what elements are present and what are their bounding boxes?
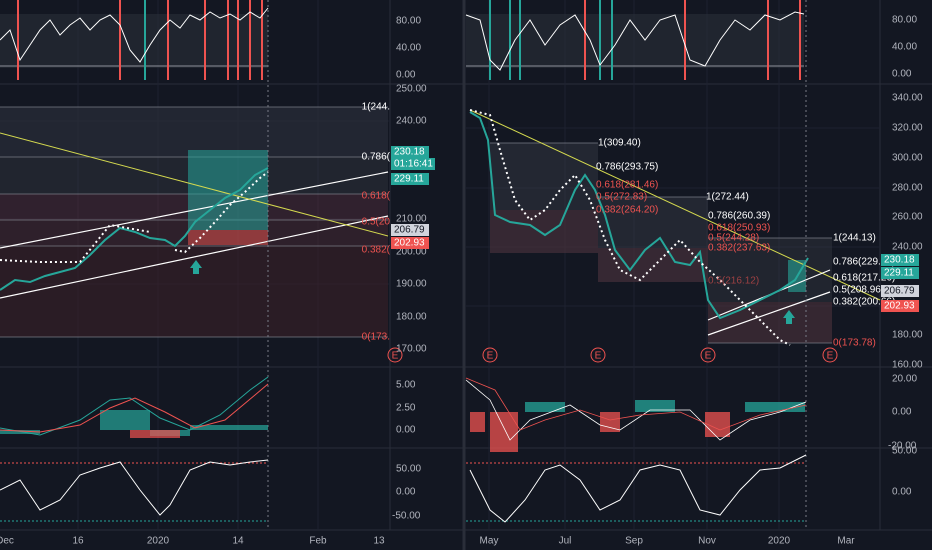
fib-label: 0.618(217.26) (833, 273, 895, 284)
tick-label: 190.00 (396, 279, 427, 290)
tick-label: 180.00 (396, 312, 427, 323)
tick-label: 340.00 (892, 93, 923, 104)
tick-label: 250.00 (396, 84, 427, 95)
earnings-marker[interactable]: E (392, 351, 399, 362)
fib-label: 0.5(272.83) (596, 192, 647, 203)
price-tag: 230.18 (884, 255, 915, 266)
fib-label: 0.786(260.39) (708, 211, 770, 222)
x-axis: Dec 16 2020 14 Feb 13 May Jul Sep Nov 20… (0, 536, 855, 547)
tick-label: 80.00 (396, 16, 421, 27)
x-label: Nov (698, 536, 716, 547)
tick-label: 5.00 (396, 380, 416, 391)
tick-label: 320.00 (892, 123, 923, 134)
x-label: 16 (72, 536, 84, 547)
fib-label: 0.5(208.96) (833, 285, 884, 296)
x-label: 13 (373, 536, 385, 547)
tick-label: 50.00 (892, 446, 917, 457)
price-tag: 206.79 (884, 286, 915, 297)
fib-label: 0.786( (362, 152, 391, 163)
tick-label: 2.50 (396, 403, 416, 414)
tick-label: 80.00 (892, 15, 917, 26)
left-fib (0, 0, 403, 530)
fib-label: 0.618(250.93) (708, 223, 770, 234)
price-tag: 229.11 (394, 174, 424, 185)
left-stoch (0, 459, 269, 522)
fib-label: 1(244. (362, 102, 390, 113)
price-tag: 229.11 (884, 268, 914, 279)
earnings-marker[interactable]: E (827, 351, 834, 362)
tick-label: 200.00 (396, 247, 427, 258)
tick-label: 0.00 (396, 425, 416, 436)
tick-label: 180.00 (892, 330, 923, 341)
right-macd (465, 377, 807, 452)
right-stoch (466, 454, 807, 523)
x-label: Mar (837, 536, 855, 547)
x-label: 2020 (147, 536, 170, 547)
tick-label: 50.00 (396, 464, 421, 475)
fib-label: 0.382( (362, 245, 391, 256)
fib-label: 0.5(20 (362, 217, 391, 228)
price-tag: 202.93 (884, 301, 915, 312)
tick-label: 260.00 (892, 212, 923, 223)
x-label: Sep (625, 536, 643, 547)
tick-label: 40.00 (396, 43, 421, 54)
left-fib-labels: 1(244. 0.786( 0.618( 0.5(20 0.382( 0(173… (362, 102, 399, 362)
fib-label: 0.382(200.66) (833, 297, 895, 308)
tick-label: -50.00 (392, 511, 421, 522)
left-price-tags: 230.18 01:16:41 229.11 206.79 202.93 (391, 146, 435, 249)
right-oscillator (465, 0, 805, 80)
fib-label: 1(244.13) (833, 233, 876, 244)
fib-label: 0(173. (362, 332, 390, 343)
tick-label: 210.00 (396, 214, 427, 225)
price-tag: 230.18 (394, 147, 425, 158)
tick-label: 20.00 (892, 374, 917, 385)
tick-label: 0.00 (892, 487, 912, 498)
tick-label: 0.00 (892, 407, 912, 418)
x-label: Feb (309, 536, 327, 547)
tick-label: 240.00 (892, 242, 923, 253)
fib-label: 0.5(216.12) (708, 276, 759, 287)
fib-label: 0.618(281.46) (596, 180, 658, 191)
fib-label: 0.382(237.63) (708, 243, 770, 254)
right-price-tags: 230.18 229.11 206.79 202.93 (881, 254, 919, 312)
right-fib-labels: 1(309.40) 0.786(293.75) 0.618(281.46) 0.… (487, 138, 896, 362)
x-label: 2020 (768, 536, 791, 547)
tick-label: 0.00 (396, 487, 416, 498)
left-axis-labels: 80.00 40.00 0.00 250.00 240.00 210.00 20… (392, 16, 427, 522)
price-tag: 202.93 (394, 238, 425, 249)
tick-label: 0.00 (892, 69, 912, 80)
tick-label: 280.00 (892, 183, 923, 194)
tick-label: 170.00 (396, 344, 427, 355)
earnings-marker[interactable]: E (595, 351, 602, 362)
tick-label: 240.00 (396, 116, 427, 127)
right-fib (469, 0, 881, 530)
x-label: May (480, 536, 499, 547)
earnings-marker[interactable]: E (487, 351, 494, 362)
fib-label: 0(173.78) (833, 338, 876, 349)
fib-label: 1(309.40) (598, 138, 641, 149)
fib-label: 0.786(229.08) (833, 257, 895, 268)
tick-label: 0.00 (396, 70, 416, 81)
tick-label: 40.00 (892, 42, 917, 53)
fib-label: 0.5(244.28) (708, 233, 759, 244)
x-label: Jul (559, 536, 572, 547)
price-tag: 01:16:41 (394, 159, 433, 170)
price-tag: 206.79 (394, 225, 425, 236)
tick-label: 160.00 (892, 360, 923, 371)
fib-label: 0.786(293.75) (596, 162, 658, 173)
fib-label: 0.618( (362, 191, 391, 202)
left-macd (0, 376, 269, 438)
earnings-marker[interactable]: E (705, 351, 712, 362)
x-label: 14 (232, 536, 244, 547)
left-oscillator (0, 0, 269, 80)
x-label: Dec (0, 536, 14, 547)
fib-label: 0.382(264.20) (596, 205, 658, 216)
right-axis-labels: 80.00 40.00 0.00 340.00 320.00 300.00 28… (888, 15, 923, 498)
tick-label: 300.00 (892, 153, 923, 164)
tick-label: -20.00 (888, 441, 917, 452)
fib-label: 1(272.44) (706, 192, 749, 203)
